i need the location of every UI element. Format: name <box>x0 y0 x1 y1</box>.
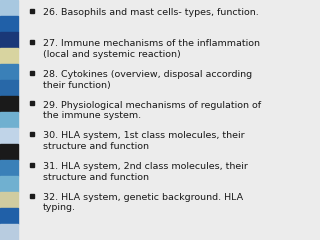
Bar <box>0 144 18 160</box>
Text: 32. HLA system, genetic background. HLA
typing.: 32. HLA system, genetic background. HLA … <box>43 193 243 212</box>
Bar <box>0 32 18 48</box>
Text: 28. Cytokines (overview, disposal according
their function): 28. Cytokines (overview, disposal accord… <box>43 70 252 90</box>
Text: 26. Basophils and mast cells- types, function.: 26. Basophils and mast cells- types, fun… <box>43 8 259 18</box>
Bar <box>0 208 18 224</box>
Text: 30. HLA system, 1st class molecules, their
structure and function: 30. HLA system, 1st class molecules, the… <box>43 131 245 151</box>
Text: 31. HLA system, 2nd class molecules, their
structure and function: 31. HLA system, 2nd class molecules, the… <box>43 162 248 182</box>
Bar <box>0 48 18 64</box>
Bar <box>0 64 18 80</box>
Bar <box>0 0 18 16</box>
Bar <box>0 80 18 96</box>
Bar <box>0 16 18 32</box>
Bar <box>0 128 18 144</box>
Bar <box>0 224 18 240</box>
Bar <box>0 160 18 176</box>
Bar <box>0 96 18 112</box>
Bar <box>0 112 18 128</box>
Bar <box>0 176 18 192</box>
Text: 27. Immune mechanisms of the inflammation
(local and systemic reaction): 27. Immune mechanisms of the inflammatio… <box>43 39 260 59</box>
Bar <box>0 192 18 208</box>
Text: 29. Physiological mechanisms of regulation of
the immune system.: 29. Physiological mechanisms of regulati… <box>43 101 261 120</box>
